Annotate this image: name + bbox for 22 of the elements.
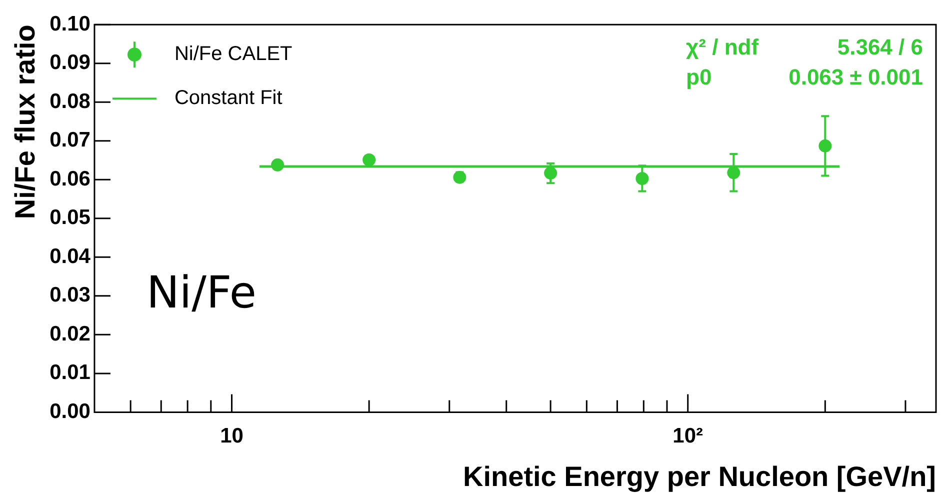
legend-label: Constant Fit: [174, 87, 283, 110]
annotation: 0.063 ± 0.001: [788, 64, 923, 90]
annotation: Ni/Fe: [146, 267, 256, 318]
y-tick-label: 0.03: [50, 284, 90, 307]
y-tick-label: 0.00: [50, 400, 90, 423]
y-tick-label: 0.06: [50, 167, 90, 190]
legend-label: Ni/Fe CALET: [174, 43, 292, 66]
y-tick-label: 0.08: [50, 90, 91, 113]
y-tick-label: 0.02: [50, 322, 90, 346]
y-tick-label: 0.10: [50, 12, 90, 36]
x-tick-label: 10: [220, 424, 244, 448]
y-tick-label: 0.09: [50, 51, 90, 74]
y-tick-label: 0.07: [50, 128, 90, 152]
annotation: 5.364 / 6: [837, 34, 923, 60]
x-tick-label: 10²: [672, 424, 704, 448]
x-axis-title: Kinetic Energy per Nucleon [GeV/n]: [463, 460, 936, 492]
y-axis-title: Ni/Fe flux ratio: [10, 24, 41, 220]
y-tick-label: 0.01: [50, 361, 91, 384]
y-tick-label: 0.05: [50, 206, 91, 230]
annotation: χ² / ndf: [686, 34, 760, 60]
annotation: p0: [686, 64, 712, 90]
y-tick-label: 0.04: [50, 244, 91, 268]
